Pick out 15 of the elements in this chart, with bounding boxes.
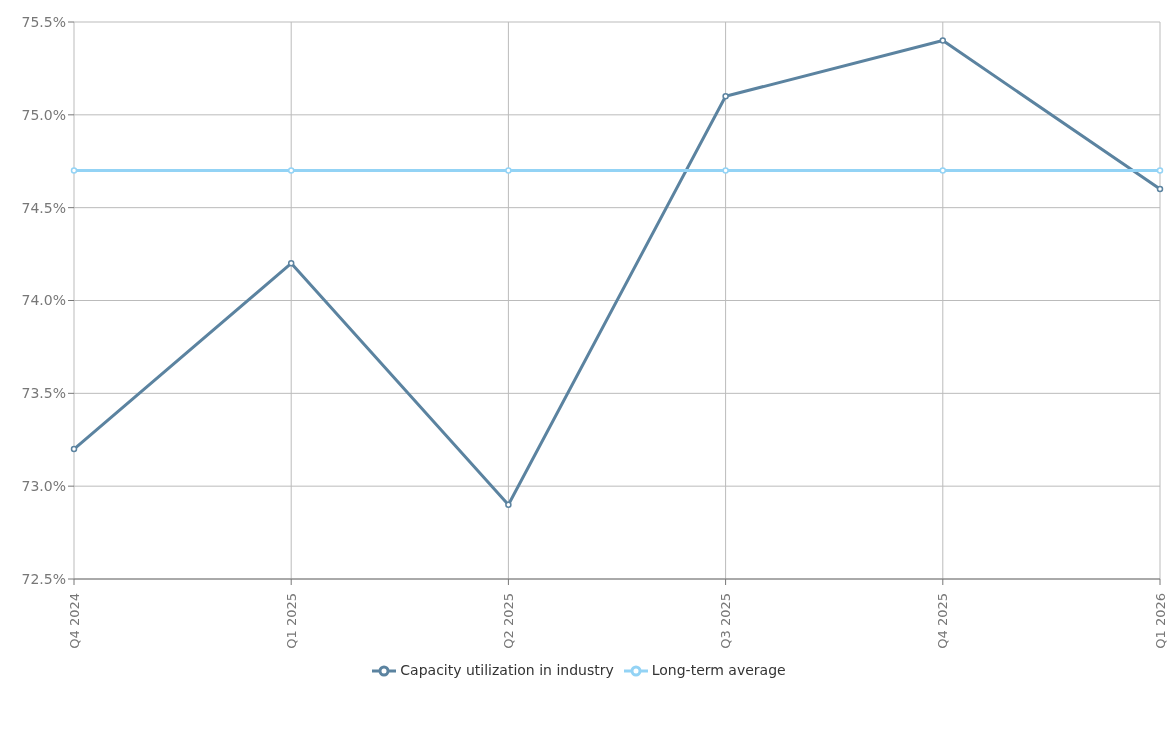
x-tick-label: Q3 2025: [718, 593, 734, 649]
x-tick-label: Q1 2026: [1152, 593, 1168, 649]
y-tick-label: 74.0%: [21, 292, 66, 309]
y-tick-label: 74.5%: [21, 199, 66, 216]
legend-label: Capacity utilization in industry: [400, 662, 614, 678]
y-tick-label: 73.5%: [21, 385, 66, 402]
x-tick-label: Q4 2024: [66, 593, 82, 649]
y-tick-label: 75.0%: [21, 106, 66, 123]
legend-label: Long-term average: [651, 662, 786, 678]
x-tick-label: Q1 2025: [283, 593, 299, 649]
y-tick-label: 75.5%: [21, 13, 66, 30]
y-tick-label: 73.0%: [21, 478, 66, 495]
x-tick-label: Q4 2025: [935, 593, 951, 649]
y-tick-label: 72.5%: [21, 570, 66, 587]
x-tick-label: Q2 2025: [500, 593, 516, 649]
